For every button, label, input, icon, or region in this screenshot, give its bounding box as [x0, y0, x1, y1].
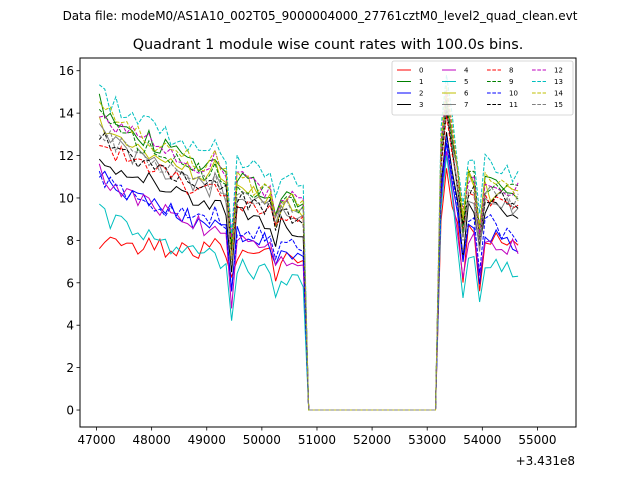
y-tick-label: 14	[59, 107, 74, 121]
legend-label: 11	[509, 101, 518, 109]
legend-label: 3	[419, 101, 423, 109]
legend-label: 12	[554, 67, 563, 75]
x-tick-label: 50000	[243, 433, 281, 447]
legend-label: 0	[419, 67, 423, 75]
y-tick-label: 12	[59, 149, 74, 163]
plot-layer	[98, 74, 519, 411]
series-line-10	[98, 136, 519, 411]
y-tick-label: 0	[66, 404, 74, 418]
series-line-12	[99, 89, 519, 411]
legend-label: 9	[509, 78, 513, 86]
legend-label: 8	[509, 67, 513, 75]
tick-layer: 47000 48000 49000 50000 51000 52000 53000 54000…	[59, 64, 557, 447]
x-tick-label: 49000	[188, 433, 226, 447]
x-offset-label: +3.431e8	[516, 454, 575, 468]
series-line-15	[98, 104, 519, 411]
x-tick-label: 54000	[463, 433, 501, 447]
x-tick-label: 47000	[77, 433, 115, 447]
legend-label: 7	[464, 101, 468, 109]
legend-box	[391, 60, 574, 116]
y-tick-label: 4	[66, 319, 74, 333]
x-tick-label: 55000	[518, 433, 556, 447]
x-tick-label: 53000	[408, 433, 446, 447]
legend-label: 1	[419, 78, 423, 86]
legend-label: 4	[464, 67, 469, 75]
x-tick-label: 52000	[353, 433, 391, 447]
y-tick-label: 6	[66, 276, 74, 290]
legend-label: 13	[554, 78, 563, 86]
chart-title: Quadrant 1 module wise count rates with …	[133, 37, 524, 53]
y-tick-label: 8	[66, 234, 74, 248]
file-suptitle: Data file: modeM0/AS1A10_002T05_90000040…	[63, 9, 578, 23]
legend-label: 14	[554, 90, 563, 98]
x-tick-label: 51000	[298, 433, 336, 447]
legend-label: 2	[419, 90, 423, 98]
legend-label: 15	[554, 101, 563, 109]
y-tick-label: 10	[59, 191, 74, 205]
legend-label: 5	[464, 78, 468, 86]
y-tick-label: 16	[59, 64, 74, 78]
axes-frame	[79, 57, 577, 428]
legend-label: 6	[464, 90, 469, 98]
x-tick-label: 48000	[133, 433, 171, 447]
y-tick-label: 2	[66, 361, 74, 375]
legend-label: 10	[509, 90, 518, 98]
